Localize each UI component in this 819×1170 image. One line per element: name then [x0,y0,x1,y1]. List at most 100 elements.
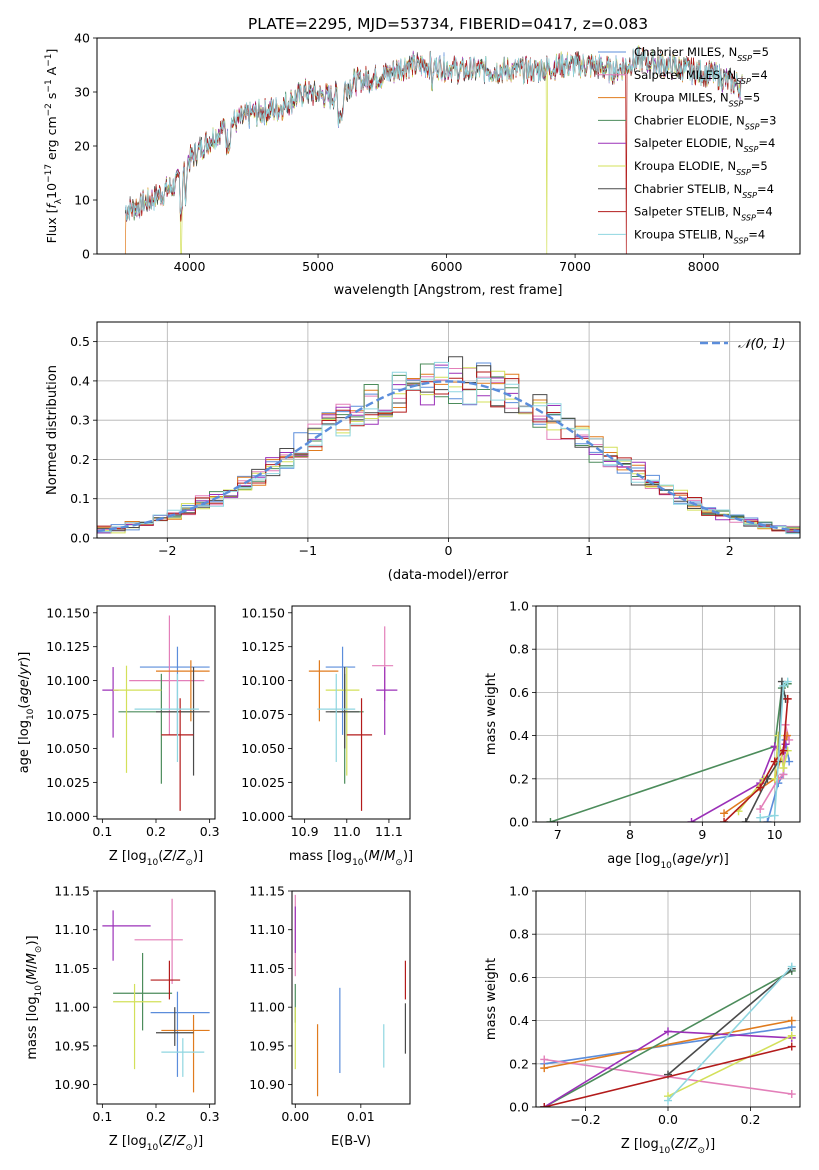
x-axis-label: Z [log10(Z/Z⊙)] [109,849,203,868]
x-tick-label: 11.0 [333,824,361,839]
x-tick-label: −0.2 [570,1112,600,1127]
data-marker [779,746,788,755]
histogram-series [97,361,800,538]
x-axis-label: Z [log10(Z/Z⊙)] [109,1134,203,1153]
y-tick-label: 10.95 [249,1038,285,1053]
data-marker [540,1064,549,1073]
x-axis-label: wavelength [Angstrom, rest frame] [334,283,563,298]
spectrum-line [124,46,743,221]
x-tick-label: 0 [445,543,453,558]
y-tick-label: 10.90 [54,1077,90,1092]
x-tick-label: 11.1 [375,824,403,839]
data-marker [781,740,790,749]
legend-entry: 𝒩(0, 1) [738,337,785,352]
x-tick-label: 7 [554,827,562,842]
y-tick-label: 10.125 [46,639,90,654]
y-tick-label: 40 [74,31,90,46]
data-marker [770,811,779,820]
age-vs-mass-panel: 10.9 11.0 11.1 10.000 10.025 10.050 10.075 10.1… [241,605,413,868]
data-marker [787,1031,796,1040]
plot-area [546,677,794,822]
y-tick-label: 0.3 [70,413,90,428]
y-tick-label: 10.100 [46,673,90,688]
x-tick-label: 2 [726,543,734,558]
plot-area [124,45,743,254]
y-tick-label: 10.050 [46,741,90,756]
x-tick-label: 0.01 [347,1109,375,1124]
y-tick-label: 11.05 [54,961,90,976]
y-tick-label: 11.05 [249,961,285,976]
y-tick-label: 10.000 [46,809,90,824]
x-tick-label: 1 [585,543,593,558]
x-tick-label: 10.9 [291,824,319,839]
plot-area [97,356,800,538]
y-tick-label: 0.8 [509,642,529,657]
mass-weight-line [543,970,793,1107]
y-tick-label: 20 [74,139,90,154]
y-tick-label: 0 [82,247,90,262]
data-marker [756,813,765,822]
normal-model-curve [97,380,800,533]
mass-weight-line [667,1034,793,1097]
y-tick-label: 0.0 [509,815,529,830]
axes-frame [96,605,216,820]
y-tick-label: 10.000 [241,809,285,824]
legend-entry: Kroupa STELIB, NSSP=4 [634,227,765,245]
y-tick-label: 11.00 [249,1000,285,1015]
x-tick-label: 4000 [174,259,206,274]
y-tick-label: 10.150 [46,605,90,620]
y-tick-label: 0.4 [509,1013,529,1028]
y-tick-label: 10 [74,193,90,208]
legend-entry: Salpeter ELODIE, NSSP=4 [634,136,775,154]
x-tick-label: 0.2 [741,1112,761,1127]
y-tick-label: 11.10 [249,922,285,937]
data-marker [687,818,696,822]
y-axis-label: Normed distribution [45,365,60,495]
x-tick-label: 7000 [559,259,591,274]
mass-vs-metallicity-panel: 0.1 0.2 0.3 10.90 10.95 11.00 11.05 11.10 11.15 Z… [25,884,220,1154]
x-tick-label: 8000 [688,259,720,274]
x-tick-label: 6000 [431,259,463,274]
x-tick-label: 0.00 [281,1109,309,1124]
histogram-series [97,371,800,538]
mass-weight-vs-metallicity-panel: −0.2 0.0 0.2 0.0 0.2 0.4 0.6 0.8 1.0 Z [log10(Z/Z… [484,884,801,1156]
y-axis-label: age [log10(age/yr)] [17,652,36,774]
legend-entry: Kroupa MILES, NSSP=5 [634,91,760,109]
mass-weight-vs-age-panel: 7 8 9 10 0.0 0.2 0.4 0.6 0.8 1.0 age [log10(age/yr… [484,599,801,871]
y-tick-label: 10.125 [241,639,285,654]
mass-weight-line [544,1019,792,1069]
data-marker [774,731,783,740]
y-tick-label: 1.0 [509,884,529,899]
mass-weight-line [544,1045,792,1107]
x-axis-label: E(B-V) [331,1134,371,1149]
data-marker [741,818,750,822]
y-tick-label: 1.0 [509,599,529,614]
y-tick-label: 10.95 [54,1038,90,1053]
plot-area [102,898,210,1093]
data-marker [664,1096,672,1105]
x-tick-label: 0.2 [146,1109,166,1124]
data-marker [787,1090,796,1099]
age-vs-metallicity-panel: 0.1 0.2 0.3 10.000 10.025 10.050 10.075 10.100 1… [17,605,220,868]
y-tick-label: 10.025 [46,775,90,790]
x-tick-label: 0.0 [658,1112,678,1127]
legend-entry: Salpeter MILES, NSSP=4 [634,68,768,86]
legend-entry: Chabrier ELODIE, NSSP=3 [634,113,776,130]
x-axis-label: age [log10(age/yr)] [607,852,729,871]
y-tick-label: 0.8 [509,927,529,942]
x-tick-label: 5000 [302,259,334,274]
data-marker [785,757,794,766]
y-tick-label: 10.100 [241,673,285,688]
data-marker [787,1016,796,1025]
data-marker [779,764,788,772]
axes-frame [535,890,801,1108]
data-marker [720,809,729,818]
axes-frame [96,321,801,539]
data-marker [664,1027,672,1036]
y-tick-label: 0.5 [70,334,90,349]
y-tick-label: 0.4 [509,728,529,743]
mass-weight-line [760,681,789,819]
data-marker [787,962,796,971]
y-tick-label: 0.0 [509,1100,529,1115]
